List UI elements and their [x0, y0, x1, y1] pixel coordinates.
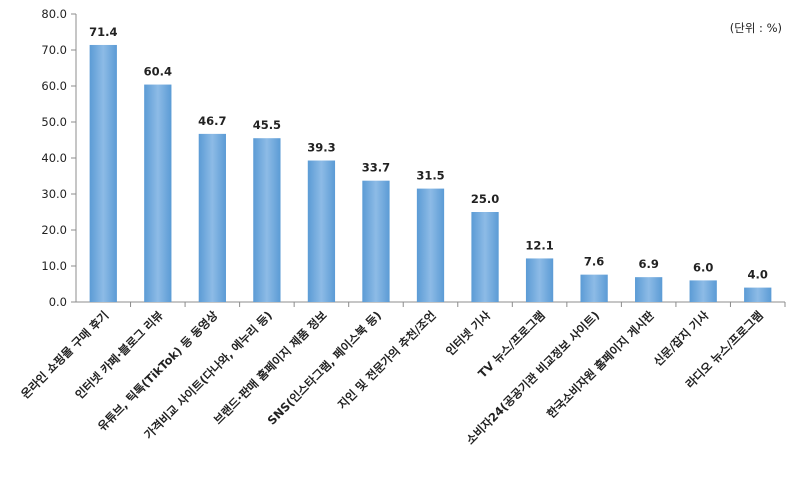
value-label-13: 4.0 — [748, 268, 768, 282]
bar-7 — [416, 188, 445, 302]
value-label-11: 6.9 — [638, 257, 658, 271]
bar-9 — [525, 258, 554, 302]
y-tick-label: 60.0 — [41, 79, 67, 93]
value-label-1: 71.4 — [89, 25, 117, 39]
bars — [89, 44, 772, 303]
category-label-6: SNS(인스타그램, 페이스북 등) — [265, 308, 384, 427]
y-tick-label: 30.0 — [41, 187, 67, 201]
bar-13 — [744, 287, 772, 302]
value-label-9: 12.1 — [525, 238, 553, 252]
bar-6 — [362, 180, 390, 302]
bar-1 — [89, 44, 117, 303]
value-label-7: 31.5 — [416, 169, 444, 183]
y-tick-label: 80.0 — [41, 7, 67, 21]
y-tick-label: 0.0 — [49, 295, 67, 309]
value-label-4: 45.5 — [253, 118, 281, 132]
bar-5 — [307, 160, 336, 302]
category-label-11: 한국소비자원 홈페이지 게시판 — [544, 308, 657, 421]
value-label-5: 39.3 — [307, 141, 335, 155]
bar-10 — [580, 274, 608, 302]
y-tick-label: 20.0 — [41, 223, 67, 237]
y-tick-label: 40.0 — [41, 151, 67, 165]
bar-8 — [471, 212, 499, 302]
y-tick-label: 50.0 — [41, 115, 67, 129]
bar-11 — [635, 277, 663, 302]
y-tick-label: 70.0 — [41, 43, 67, 57]
value-label-8: 25.0 — [471, 192, 499, 206]
category-label-7: 지인 및 전문가의 추천/조언 — [335, 308, 439, 412]
category-label-12: 신문/잡지 기사 — [651, 308, 712, 369]
axes: 0.0 10.0 20.0 30.0 40.0 50.0 60.0 70.0 80.0 — [41, 7, 786, 309]
bar-4 — [253, 138, 281, 302]
y-tick-label: 10.0 — [41, 259, 67, 273]
bar-3 — [198, 133, 226, 302]
bar-2 — [144, 84, 172, 302]
value-label-2: 60.4 — [144, 65, 172, 79]
category-label-5: 브랜드·판매 홈페이지 제품 정보 — [211, 308, 330, 427]
value-label-6: 33.7 — [362, 161, 390, 175]
category-label-1: 온라인 쇼핑몰 구매 후기 — [18, 308, 111, 401]
value-label-12: 6.0 — [693, 260, 713, 274]
value-label-3: 46.7 — [198, 114, 226, 128]
value-label-10: 7.6 — [584, 255, 604, 269]
bar-12 — [689, 280, 717, 302]
unit-label: (단위 : %) — [729, 21, 782, 35]
category-label-8: 인터넷 기사 — [443, 308, 493, 358]
